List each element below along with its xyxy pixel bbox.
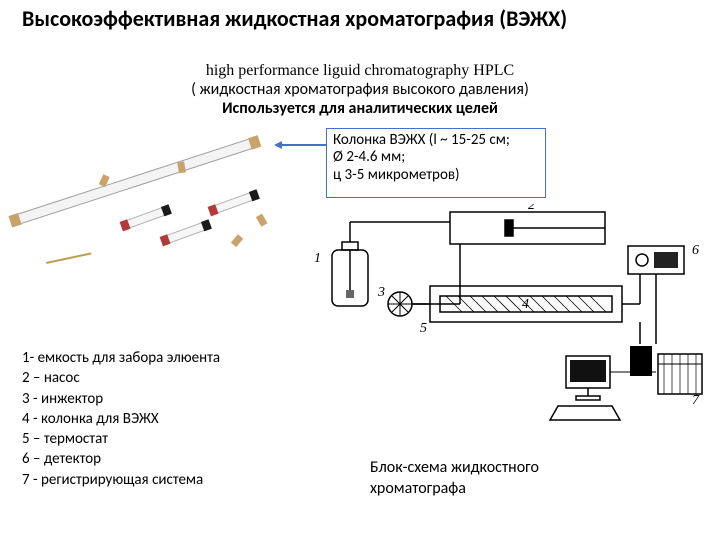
- svg-text:6: 6: [692, 243, 699, 258]
- legend-list: 1- емкость для забора элюента 2 – насос …: [22, 348, 272, 490]
- page-title: Высокоэффективная жидкостная хроматограф…: [22, 6, 582, 32]
- legend-item-5: 5 – термостат: [22, 429, 272, 449]
- legend-item-1: 1- емкость для забора элюента: [22, 348, 272, 368]
- legend-item-2: 2 – насос: [22, 368, 272, 388]
- svg-text:3: 3: [377, 285, 385, 300]
- svg-text:4: 4: [522, 297, 529, 312]
- svg-text:5: 5: [420, 321, 427, 336]
- hplc-block-diagram: 1 2 3 4 5 6 7: [300, 204, 706, 440]
- column-callout-text: Колонка ВЭЖХ (l ~ 15-25 см; Ø 2-4.6 мм; …: [333, 131, 510, 184]
- subtitle-line-2: ( жидкостная хроматография высокого давл…: [0, 80, 720, 99]
- hplc-columns-photo: [6, 130, 306, 290]
- svg-text:7: 7: [692, 393, 700, 408]
- subtitle-line-1: high performance liguid chromatography H…: [0, 62, 720, 80]
- svg-text:1: 1: [314, 251, 321, 266]
- svg-text:2: 2: [528, 204, 535, 213]
- legend-item-6: 6 – детектор: [22, 449, 272, 469]
- column-callout-box: Колонка ВЭЖХ (l ~ 15-25 см; Ø 2-4.6 мм; …: [326, 128, 546, 198]
- legend-item-4: 4 - колонка для ВЭЖХ: [22, 409, 272, 429]
- legend-item-7: 7 - регистрирующая система: [22, 470, 272, 490]
- legend-item-3: 3 - инжектор: [22, 389, 272, 409]
- diagram-caption: Блок-схема жидкостного хроматографа: [370, 458, 630, 500]
- callout-arrow: [280, 144, 330, 146]
- subtitle-line-3: Используется для аналитических целей: [0, 99, 720, 118]
- subtitle-block: high performance liguid chromatography H…: [0, 62, 720, 118]
